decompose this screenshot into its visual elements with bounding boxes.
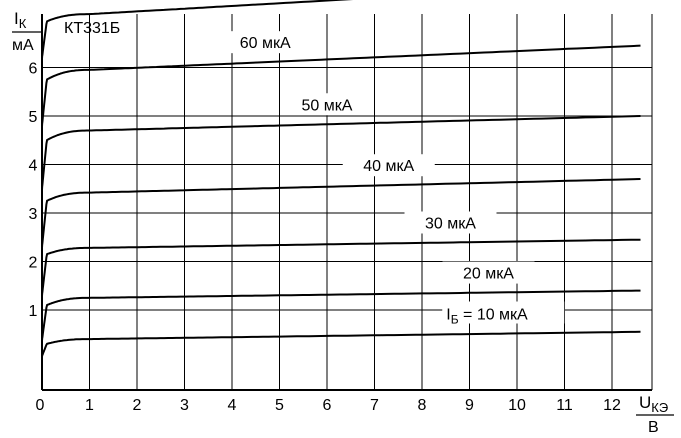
x-tick-label: 2 [133, 397, 142, 414]
x-tick-label: 10 [508, 397, 526, 414]
chart-curves [41, 0, 641, 357]
y-tick-label: 2 [29, 254, 38, 271]
x-tick-label: 6 [323, 397, 332, 414]
chart-grid [41, 14, 653, 391]
x-axis-label: UКЭ В [636, 393, 674, 436]
series-label: 60 мкА [240, 35, 291, 52]
x-axis-unit: В [648, 419, 659, 436]
x-tick-label: 8 [418, 397, 427, 414]
characteristic-curve [41, 238, 641, 296]
characteristic-curve [41, 330, 641, 357]
y-axis-symbol: I [14, 9, 19, 28]
chart-title: КТ331Б [64, 20, 120, 37]
x-tick-label: 1 [85, 397, 94, 414]
series-label: 40 мкА [363, 158, 414, 175]
y-tick-label: 4 [29, 157, 38, 174]
characteristic-curve [41, 289, 641, 341]
characteristic-curve [41, 178, 641, 248]
y-axis-subscript: К [19, 16, 27, 31]
x-tick-label: 11 [556, 397, 573, 414]
x-tick-label: 3 [180, 397, 189, 414]
svg-text:IК: IК [14, 9, 27, 31]
x-axis-symbol: U [639, 393, 651, 412]
series-label-background [404, 211, 497, 234]
x-tick-label: 9 [465, 397, 474, 414]
series-label-background [219, 31, 312, 54]
x-axis-subscript: КЭ [651, 400, 668, 415]
series-label: 30 мкА [425, 215, 476, 232]
svg-text:UКЭ: UКЭ [639, 393, 668, 415]
y-tick-label: 1 [29, 303, 38, 320]
x-tick-label: 7 [370, 397, 379, 414]
series-label-background [342, 154, 435, 177]
characteristic-curve [41, 0, 354, 59]
series-label-background [442, 261, 535, 284]
series-label: 50 мкА [302, 97, 353, 114]
series-label: 20 мкА [463, 266, 514, 283]
y-axis-label: IК мА [12, 9, 41, 54]
y-axis-unit: мА [12, 37, 34, 54]
series-label-background [281, 93, 373, 116]
x-tick-label: 4 [228, 397, 237, 414]
x-tick-label: 12 [603, 397, 621, 414]
characteristic-curve [41, 115, 641, 189]
x-tick-label: 0 [36, 397, 45, 414]
series-label: IБ = 10 мкА [446, 306, 528, 326]
series-labels: IБ = 10 мкА 20 мкА 30 мкА 40 мкА 50 мкА 60 мк… [219, 31, 565, 326]
x-tick-label: 5 [275, 397, 284, 414]
y-tick-label: 6 [29, 60, 38, 77]
series-label-background [442, 301, 565, 324]
characteristic-curve [41, 44, 641, 126]
y-tick-label: 3 [29, 206, 38, 223]
y-tick-label: 5 [29, 109, 38, 126]
